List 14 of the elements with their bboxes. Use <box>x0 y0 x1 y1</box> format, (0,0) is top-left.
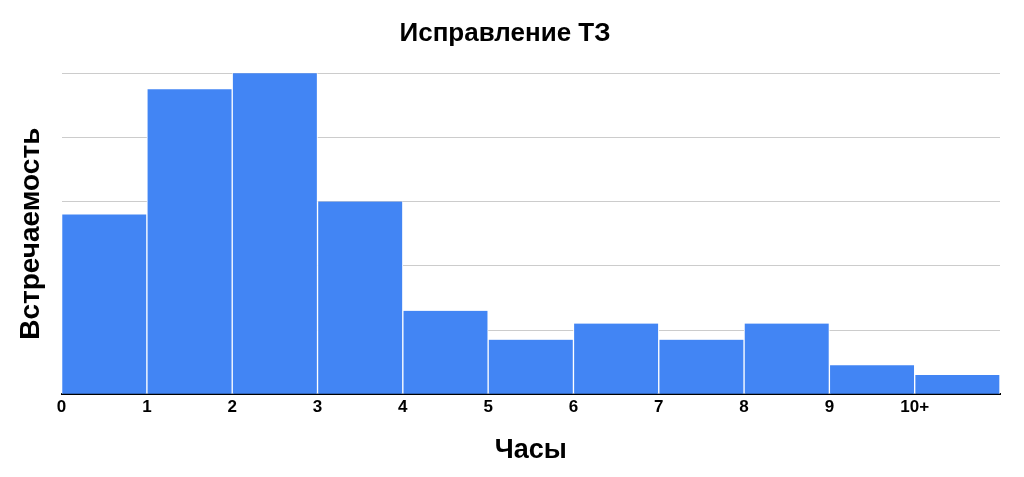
x-tick-label: 8 <box>739 397 749 417</box>
x-tick-label: 3 <box>312 397 323 417</box>
x-tick-label: 0 <box>56 397 67 417</box>
x-tick-label: 10+ <box>900 397 930 417</box>
chart-title: Исправление ТЗ <box>399 16 611 47</box>
x-tick-label: 9 <box>824 397 835 417</box>
x-axis-title: Часы <box>494 434 567 465</box>
x-tick-label: 1 <box>142 397 152 417</box>
x-tick-label: 2 <box>227 397 237 417</box>
x-tick-label: 5 <box>483 397 493 417</box>
y-axis-title: Встречаемость <box>13 127 45 340</box>
x-tick-label: 7 <box>654 397 664 417</box>
x-tick-label: 4 <box>398 397 409 417</box>
x-tick-label: 6 <box>568 397 579 417</box>
